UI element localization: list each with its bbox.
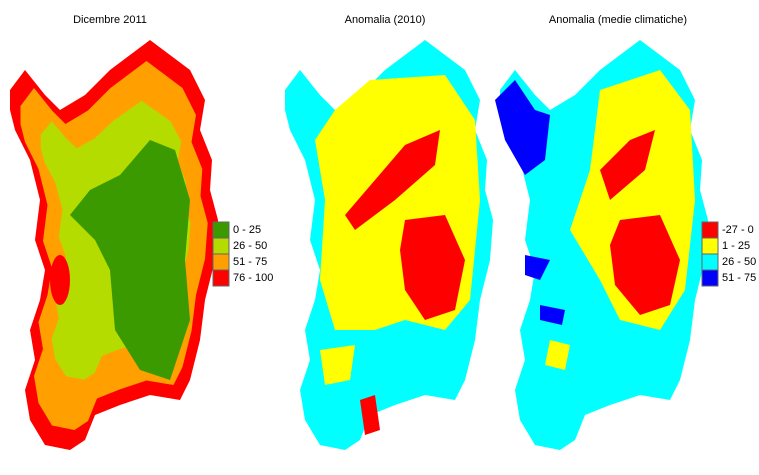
region-patch — [50, 255, 70, 305]
legend-label: 76 - 100 — [233, 272, 273, 284]
legend-label: 1 - 25 — [722, 240, 750, 252]
region-core — [70, 140, 190, 380]
legend-swatch — [701, 221, 719, 239]
map-anomalia-2010 — [285, 40, 493, 450]
legend-swatch — [212, 269, 230, 287]
legend-swatch — [212, 237, 230, 255]
region-band — [320, 345, 355, 385]
map-title: Anomalia (medie climatiche) — [549, 14, 687, 26]
legend-swatch — [701, 253, 719, 271]
region-core — [400, 215, 465, 320]
region-patch — [495, 80, 550, 175]
map-dicembre — [10, 40, 218, 450]
region-patch — [525, 255, 550, 280]
region-core — [600, 130, 655, 200]
legend-label: 51 - 75 — [233, 256, 267, 268]
map-title: Dicembre 2011 — [73, 14, 147, 26]
region-patch — [540, 305, 565, 325]
legend-swatch — [701, 269, 719, 287]
legend-label: 51 - 75 — [722, 272, 756, 284]
region-core — [345, 130, 440, 230]
map-title: Anomalia (2010) — [345, 14, 426, 26]
legend-swatch — [701, 237, 719, 255]
legend-label: 0 - 25 — [233, 224, 261, 236]
map-anomalia-clima — [495, 40, 708, 450]
legend-label: -27 - 0 — [722, 224, 754, 236]
region-core — [610, 215, 680, 315]
region-band — [545, 340, 570, 370]
legend-label: 26 - 50 — [233, 240, 267, 252]
legend-label: 26 - 50 — [722, 256, 756, 268]
legend-swatch — [212, 253, 230, 271]
legend-swatch — [212, 221, 230, 239]
region-patch — [360, 395, 380, 435]
